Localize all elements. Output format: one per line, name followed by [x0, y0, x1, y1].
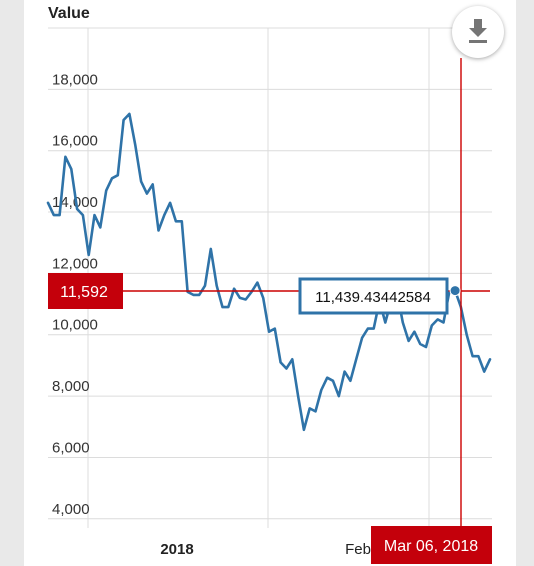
y-tick-label: 6,000: [52, 439, 90, 456]
y-axis: 4,0006,0008,00010,00012,00014,00016,0001…: [52, 71, 98, 517]
y-axis-title: Value: [48, 5, 90, 22]
chart-card: 4,000 6,000 8,000 10,000 12,000 14,000 16,000 1…: [24, 0, 516, 566]
download-icon: [469, 19, 487, 43]
x-axis: 2018 Feb: [160, 541, 371, 558]
series-line: [46, 112, 492, 432]
tooltip-value: 11,439.43442584: [315, 289, 431, 306]
hover-point: [449, 285, 461, 297]
line-chart: 4,0006,0008,00010,00012,00014,00016,0001…: [46, 5, 492, 564]
crosshair-date-tag: Mar 06, 2018: [371, 526, 492, 564]
download-button[interactable]: [452, 6, 504, 58]
tooltip: 11,439.43442584: [298, 277, 449, 315]
crosshair-date-label: Mar 06, 2018: [384, 538, 478, 555]
x-tick-label: 2018: [160, 541, 193, 558]
y-tick-label: 16,000: [52, 133, 98, 150]
y-tick-label: 12,000: [52, 255, 98, 272]
crosshair-value-label: 11,592: [60, 284, 108, 301]
x-tick-label: Feb: [345, 541, 371, 558]
grid: [48, 27, 492, 528]
y-tick-label: 4,000: [52, 501, 90, 518]
crosshair-value-tag: 11,592: [48, 273, 123, 309]
y-tick-label: 10,000: [52, 317, 98, 334]
y-tick-label: 18,000: [52, 71, 98, 88]
y-tick-label: 8,000: [52, 378, 90, 395]
